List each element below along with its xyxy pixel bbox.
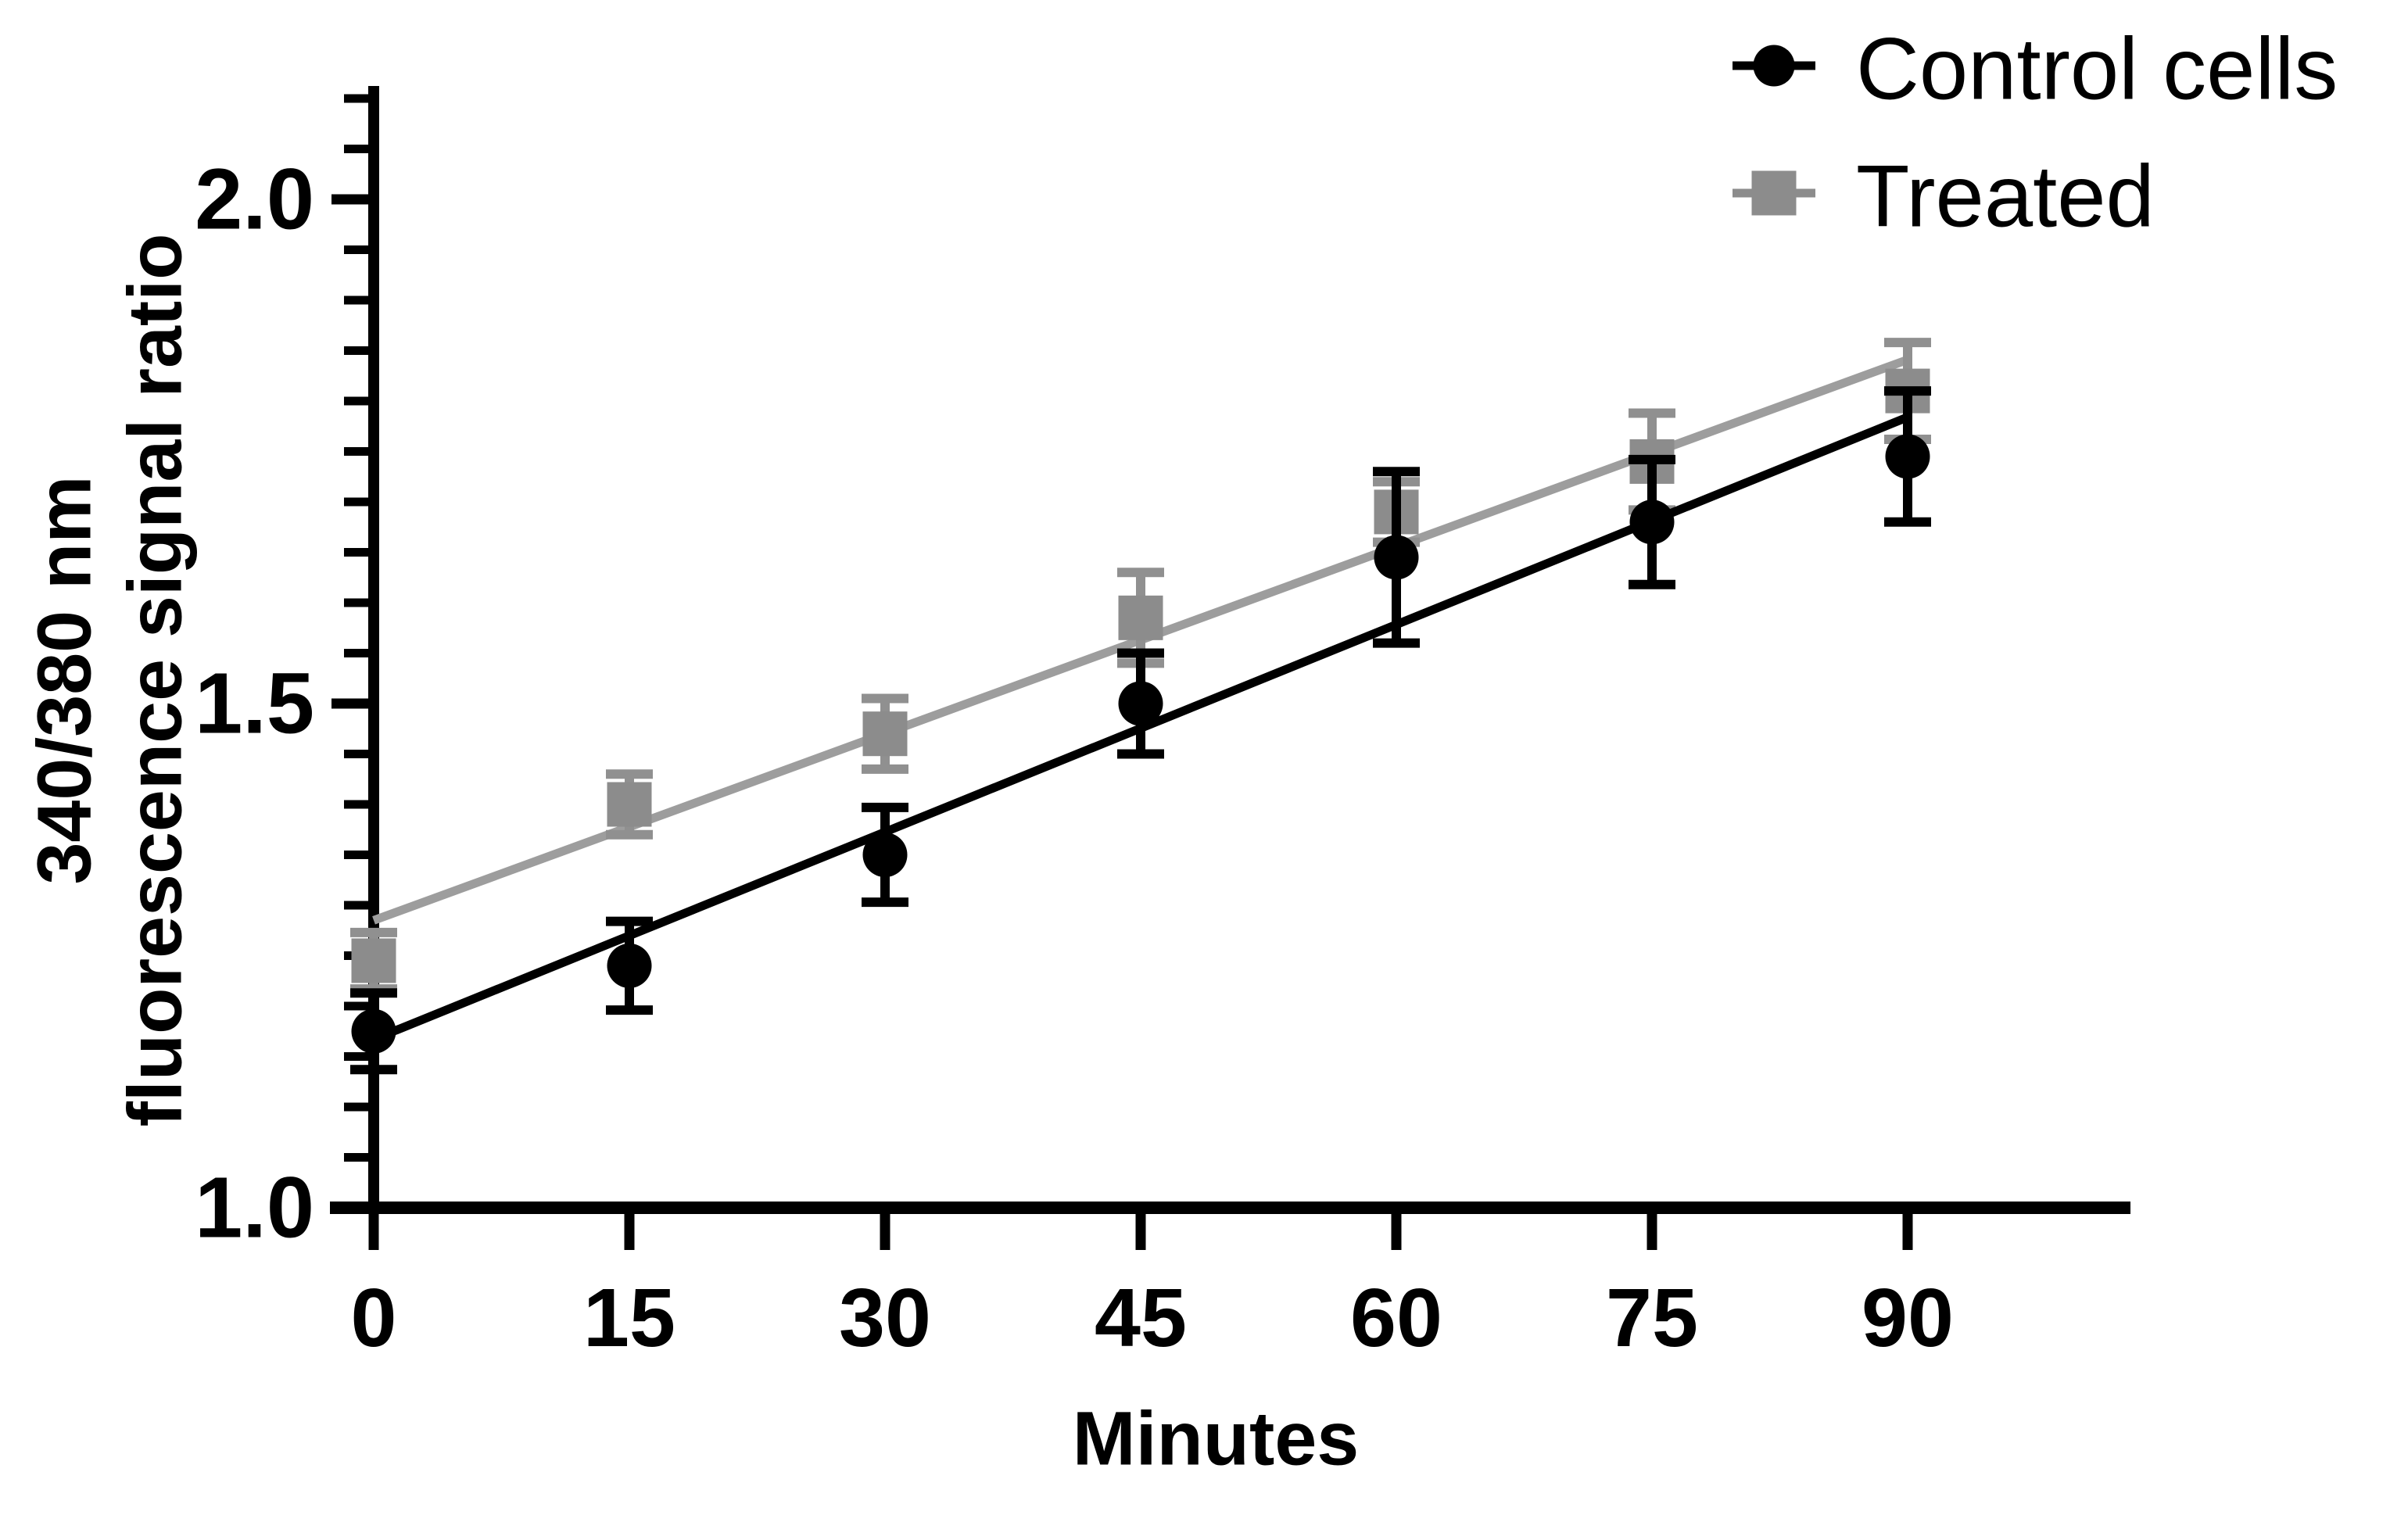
data-point-treated xyxy=(607,782,652,827)
data-point-treated xyxy=(862,711,908,757)
y-axis-title-line1: 340/380 nm xyxy=(22,475,107,884)
data-point-control-cells xyxy=(607,943,652,988)
data-point-treated xyxy=(1118,595,1163,640)
x-tick-label: 15 xyxy=(583,1272,675,1364)
legend-marker-circle xyxy=(1753,45,1795,87)
legend-marker-square xyxy=(1751,170,1797,216)
x-axis-title: Minutes xyxy=(1073,1396,1359,1481)
series-control-cells xyxy=(350,386,1931,1075)
legend-item-control-cells: Control cells xyxy=(1733,20,2338,118)
x-tick-label: 45 xyxy=(1095,1272,1187,1364)
x-tick-label: 90 xyxy=(1862,1272,1954,1364)
x-tick-label: 30 xyxy=(839,1272,931,1364)
data-point-control-cells xyxy=(1885,434,1930,479)
y-tick-label: 1.5 xyxy=(195,656,314,752)
legend-label-control-cells: Control cells xyxy=(1856,20,2338,118)
y-tick-label: 2.0 xyxy=(195,152,314,248)
x-tick-label: 60 xyxy=(1350,1272,1442,1364)
legend: Control cells Treated xyxy=(1733,20,2338,245)
legend-label-treated: Treated xyxy=(1856,148,2155,245)
y-axis-title-line2: fluorescence signal ratio xyxy=(113,234,198,1127)
legend-item-treated: Treated xyxy=(1733,148,2155,245)
y-tick-label: 1.0 xyxy=(195,1160,314,1256)
data-point-control-cells xyxy=(1629,500,1675,545)
data-point-treated xyxy=(351,938,396,983)
data-point-control-cells xyxy=(1374,535,1419,580)
data-point-control-cells xyxy=(351,1008,396,1054)
axes: 1.0 1.5 2.0 0 15 30 45 60 75 90 Minutes 340/380 nm f… xyxy=(22,86,2130,1481)
data-point-control-cells xyxy=(1118,681,1163,726)
data-point-control-cells xyxy=(862,833,908,877)
x-tick-label: 0 xyxy=(351,1272,397,1364)
x-tick-label: 75 xyxy=(1606,1272,1698,1364)
